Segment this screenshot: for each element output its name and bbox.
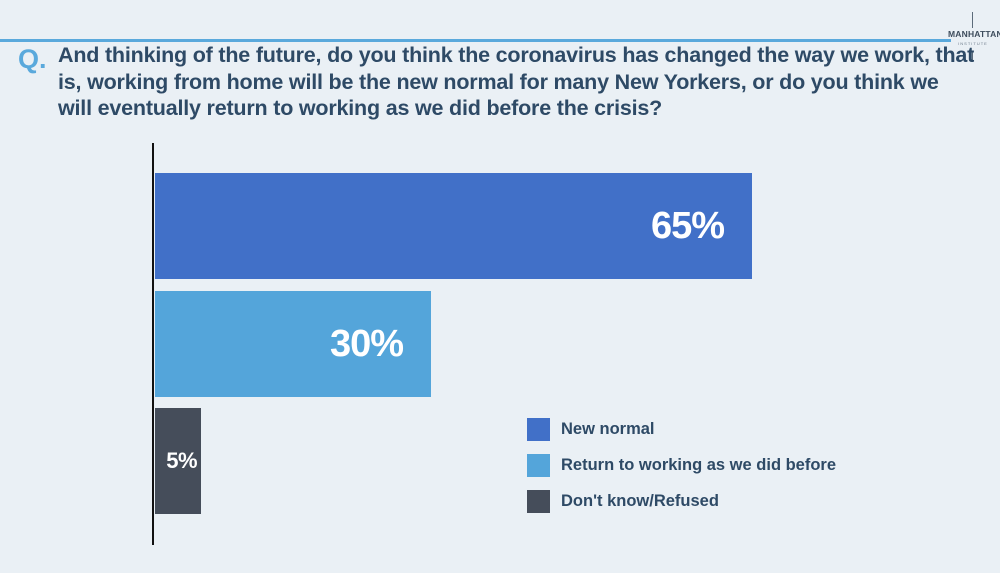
y-axis-line: [152, 143, 154, 545]
logo-line-top: [972, 12, 973, 28]
logo-line-bottom: [972, 51, 973, 62]
legend-item: Don't know/Refused: [527, 488, 836, 514]
question-prefix: Q.: [18, 44, 47, 74]
legend-label: Return to working as we did before: [561, 455, 837, 474]
legend-swatch: [527, 417, 550, 441]
chart-legend: New normal Return to working as we did be…: [527, 416, 836, 524]
logo-subtitle: INSTITUTE: [958, 41, 988, 46]
bar-value-label: 30%: [329, 322, 404, 365]
logo-name: MANHATTAN: [948, 29, 1000, 39]
legend-item: New normal: [527, 416, 836, 442]
header-rule: [0, 39, 951, 42]
bar-2: 30%: [155, 291, 431, 397]
legend-label: New normal: [561, 419, 655, 438]
question-text: And thinking of the future, do you think…: [58, 43, 975, 120]
legend-swatch: [527, 453, 550, 477]
legend-label: Don't know/Refused: [561, 491, 719, 510]
legend-swatch: [527, 489, 550, 513]
legend-item: Return to working as we did before: [527, 452, 836, 478]
bar-value-label: 5%: [166, 448, 197, 473]
bar-3: 5%: [155, 408, 201, 514]
bar-value-label: 65%: [650, 204, 725, 247]
manhattan-institute-logo: MANHATTAN INSTITUTE: [948, 12, 1000, 62]
bar-1: 65%: [155, 173, 752, 279]
